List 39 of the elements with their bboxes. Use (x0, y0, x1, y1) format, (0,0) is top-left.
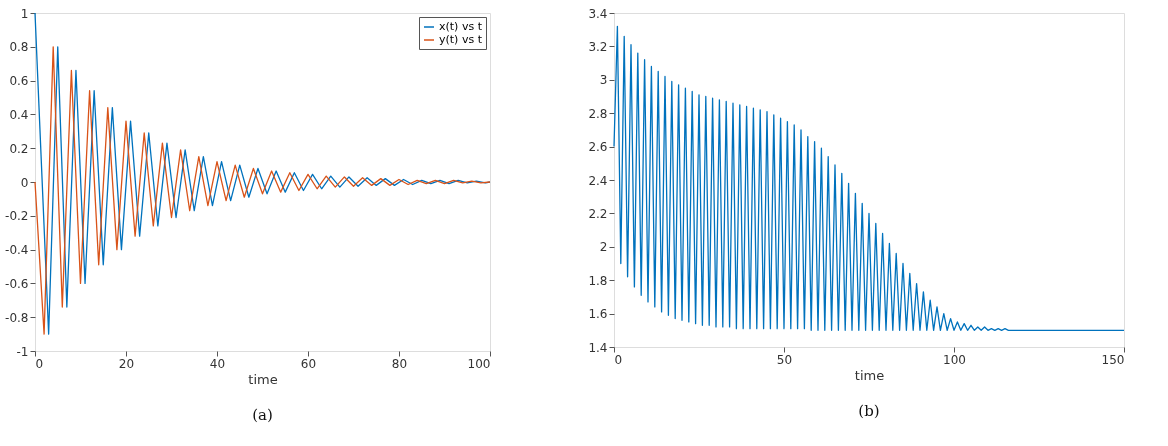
x-tick-label: 80 (391, 356, 408, 371)
x-tick-label: 0 (35, 356, 44, 371)
x-tick-label: 150 (1101, 352, 1125, 367)
x-tick-label: 100 (467, 356, 491, 371)
y-tick-label: 1 (20, 6, 29, 21)
y-tick-label: 1.8 (588, 273, 608, 288)
y-tick-label: 1.4 (588, 340, 608, 355)
y-tick-label: 0.8 (9, 40, 29, 55)
x-tick-label: 40 (209, 356, 226, 371)
y-tick-label: 0 (20, 175, 29, 190)
x-axis-title: time (854, 367, 885, 383)
y-tick-label: -0.6 (5, 276, 29, 291)
y-tick-label: -1 (16, 344, 29, 359)
y-tick-label: 2 (599, 240, 608, 255)
y-tick-label: -0.8 (5, 310, 29, 325)
x-tick-label: 20 (118, 356, 135, 371)
line-series (613, 25, 1125, 331)
y-tick-label: 2.8 (588, 106, 608, 121)
y-tick-label: 0.2 (9, 141, 29, 156)
text: (b) (858, 402, 880, 420)
text: (a) (252, 406, 273, 424)
y-tick-label: 0.6 (9, 74, 29, 89)
y-tick-label: -0.2 (5, 209, 29, 224)
y-tick-label: 0.4 (9, 107, 29, 122)
y-tick-label: 3.4 (588, 6, 608, 21)
y-tick-label: 2.4 (588, 173, 608, 188)
y-tick-label: 3 (599, 73, 608, 88)
y-tick-label: 2.6 (588, 140, 608, 155)
x-tick-label: 50 (776, 352, 793, 367)
x-tick-label: 60 (300, 356, 317, 371)
y-tick-label: 1.6 (588, 307, 608, 322)
y-tick-label: 2.2 (588, 206, 608, 221)
legend-label: y(t) vs t (439, 33, 483, 46)
y-tick-label: 3.2 (588, 39, 608, 54)
legend-label: x(t) vs t (439, 20, 483, 33)
x-axis-title: time (248, 371, 278, 387)
x-tick-label: 100 (943, 352, 966, 367)
y-tick-label: -0.4 (5, 243, 29, 258)
x-tick-label: 0 (614, 352, 623, 367)
